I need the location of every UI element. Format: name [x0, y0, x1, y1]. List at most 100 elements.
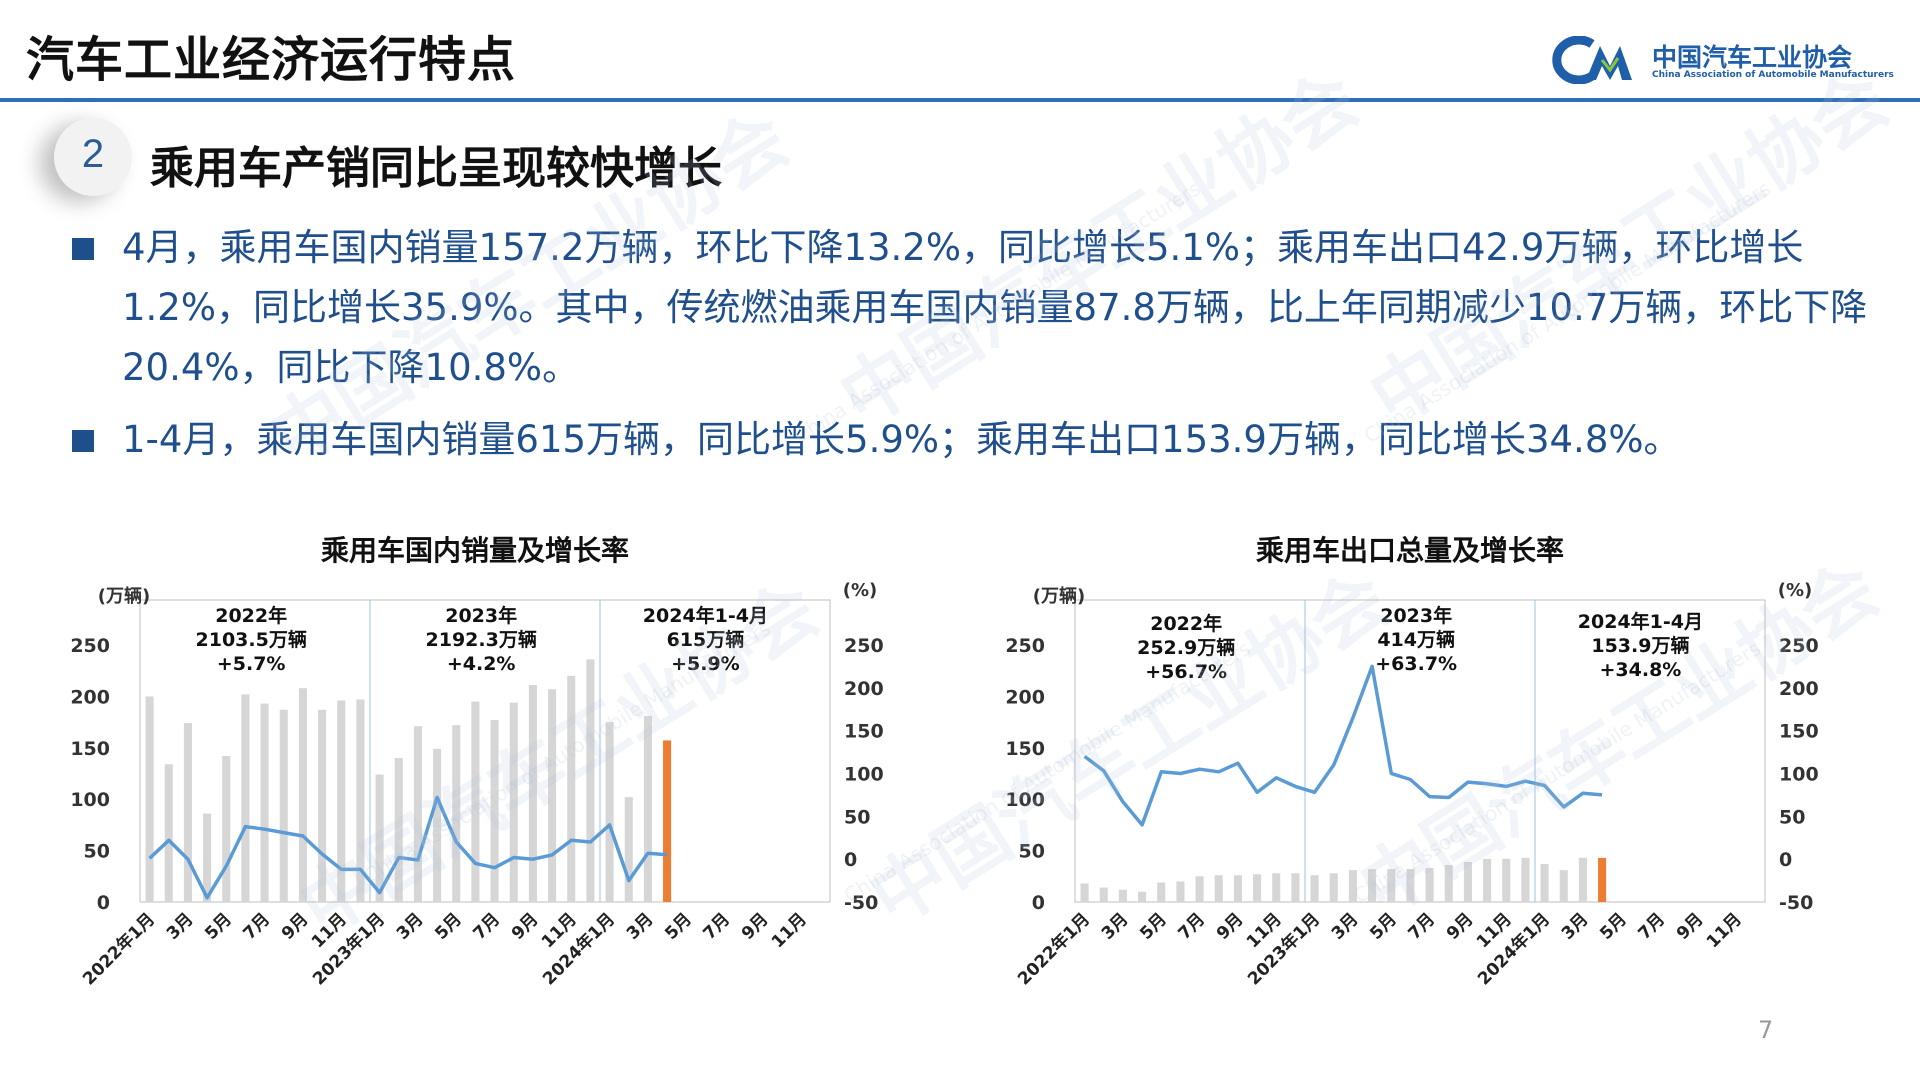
left-axis-unit: (万辆) — [98, 585, 150, 607]
right-axis-tick-label: 200 — [1779, 678, 1819, 700]
right-axis-unit: (%) — [843, 580, 878, 601]
bullet-item: 1-4月，乘用车国内销量615万辆，同比增长5.9%；乘用车出口153.9万辆，… — [70, 410, 1890, 470]
annotation-period: 2024年1-4月 — [1578, 610, 1703, 633]
annotation-growth: +63.7% — [1375, 653, 1457, 675]
x-axis-tick-label: 3月 — [1558, 909, 1593, 944]
right-axis-tick-label: 150 — [1779, 721, 1819, 743]
chart-bar — [528, 685, 537, 902]
annotation-growth: +34.8% — [1599, 659, 1681, 681]
chart-bar — [471, 701, 480, 902]
x-axis-tick-label: 3月 — [1098, 909, 1133, 944]
left-axis-tick-label: 0 — [97, 892, 110, 914]
right-axis-tick-label: 0 — [844, 849, 857, 871]
left-axis-tick-label: 200 — [1005, 686, 1045, 708]
annotation-total: 615万辆 — [667, 628, 745, 651]
x-axis-tick-label: 5月 — [1136, 909, 1171, 944]
chart-bar — [145, 696, 154, 902]
x-axis-tick-label: 7月 — [1175, 909, 1210, 944]
chart-bar — [1368, 869, 1377, 902]
bullet-text: 1-4月，乘用车国内销量615万辆，同比增长5.9%；乘用车出口153.9万辆，… — [122, 418, 1681, 461]
chart-bar — [1406, 869, 1415, 902]
x-axis-tick-label: 7月 — [240, 909, 275, 944]
x-axis-tick-label: 7月 — [700, 909, 735, 944]
chart-bar — [663, 740, 672, 902]
annotation-period: 2022年 — [215, 604, 287, 627]
chart-bar — [203, 813, 212, 902]
annotation-total: 2192.3万辆 — [426, 628, 537, 651]
right-axis-tick-label: 100 — [844, 764, 884, 786]
chart-svg: 乘用车国内销量及增长率 (万辆) (%) 250 200 150 100 50 0 250 200 1… — [70, 534, 884, 989]
x-axis-tick-label: 3月 — [163, 909, 198, 944]
chart-bar — [279, 709, 288, 902]
chart-bar — [1118, 889, 1127, 902]
right-axis-tick-label: -50 — [844, 892, 878, 914]
annotation-period: 2023年 — [1380, 604, 1452, 627]
chart-bar — [298, 688, 307, 902]
chart-bar — [164, 764, 173, 902]
chart-bar — [356, 699, 365, 902]
caam-logo: 中国汽车工业协会 China Association of Automobile… — [1552, 36, 1894, 86]
domestic-sales-chart: 乘用车国内销量及增长率 (万辆) (%) 250 200 150 100 50 0 250 200 1… — [70, 530, 970, 1030]
header-divider — [0, 98, 1920, 102]
x-axis-tick-label: 5月 — [1366, 909, 1401, 944]
left-axis-tick-label: 150 — [1005, 738, 1045, 760]
export-volume-chart: 乘用车出口总量及增长率 (万辆) (%) 250 200 150 100 50 0 250 200 1… — [1005, 530, 1905, 1030]
bullet-text: 4月，乘用车国内销量157.2万辆，环比下降13.2%，同比增长5.1%；乘用车… — [122, 226, 1868, 389]
annotation-period: 2023年 — [445, 604, 517, 627]
left-axis-tick-label: 200 — [70, 686, 110, 708]
annotation-period: 2024年1-4月 — [643, 604, 768, 627]
chart-bar — [1310, 875, 1319, 902]
left-axis-tick-label: 250 — [70, 635, 110, 657]
bullet-item: 4月，乘用车国内销量157.2万辆，环比下降13.2%，同比增长5.1%；乘用车… — [70, 218, 1890, 398]
plot-area-border — [139, 599, 831, 903]
chart-bar — [1578, 857, 1587, 902]
x-axis-tick-label: 5月 — [201, 909, 236, 944]
chart-bar — [1559, 870, 1568, 902]
chart-bar — [433, 748, 442, 902]
chart-bar — [1099, 887, 1108, 902]
annotation-growth: +56.7% — [1145, 661, 1227, 683]
left-axis-tick-label: 100 — [1005, 789, 1045, 811]
chart-bar — [260, 703, 269, 902]
right-axis-tick-label: 50 — [1779, 806, 1805, 828]
chart-bar — [643, 715, 652, 902]
logo-text-cn: 中国汽车工业协会 — [1652, 43, 1853, 72]
chart-bar — [1483, 858, 1492, 902]
left-axis-tick-label: 150 — [70, 738, 110, 760]
chart-bar — [1502, 858, 1511, 902]
section-title: 乘用车产销同比呈现较快增长 — [150, 143, 722, 194]
x-axis-tick-label: 7月 — [1405, 909, 1440, 944]
annotation-growth: +5.9% — [671, 653, 740, 675]
chart-svg: 乘用车出口总量及增长率 (万辆) (%) 250 200 150 100 50 0 250 200 1… — [1005, 534, 1819, 989]
chart-bar — [1214, 875, 1223, 902]
bullet-list: 4月，乘用车国内销量157.2万辆，环比下降13.2%，同比增长5.1%；乘用车… — [70, 218, 1890, 482]
page-number: 7 — [1758, 1016, 1774, 1044]
chart-bar — [1291, 873, 1300, 902]
chart-bar — [394, 758, 403, 902]
header: 汽车工业经济运行特点 中国汽车工业协会 China Association of… — [0, 0, 1920, 104]
section-number-badge: 2 — [54, 118, 132, 196]
right-axis-tick-label: 250 — [844, 635, 884, 657]
annotation-total: 2103.5万辆 — [196, 628, 307, 651]
right-axis-tick-label: 50 — [844, 806, 870, 828]
chart-bar — [586, 659, 595, 902]
chart-bar — [1080, 883, 1089, 902]
chart-bar — [1329, 873, 1338, 902]
right-axis-tick-label: 150 — [844, 721, 884, 743]
chart-bar — [490, 720, 499, 902]
left-axis-tick-label: 100 — [70, 789, 110, 811]
right-axis-tick-label: -50 — [1779, 892, 1813, 914]
right-axis-tick-label: 100 — [1779, 764, 1819, 786]
x-axis-tick-label: 5月 — [1596, 909, 1631, 944]
x-axis-tick-label: 5月 — [431, 909, 466, 944]
chart-bar — [1176, 881, 1185, 902]
chart-bar — [567, 675, 576, 902]
plot-area-border — [1074, 599, 1766, 903]
chart-bar — [1272, 873, 1281, 902]
left-axis-tick-label: 0 — [1032, 892, 1045, 914]
